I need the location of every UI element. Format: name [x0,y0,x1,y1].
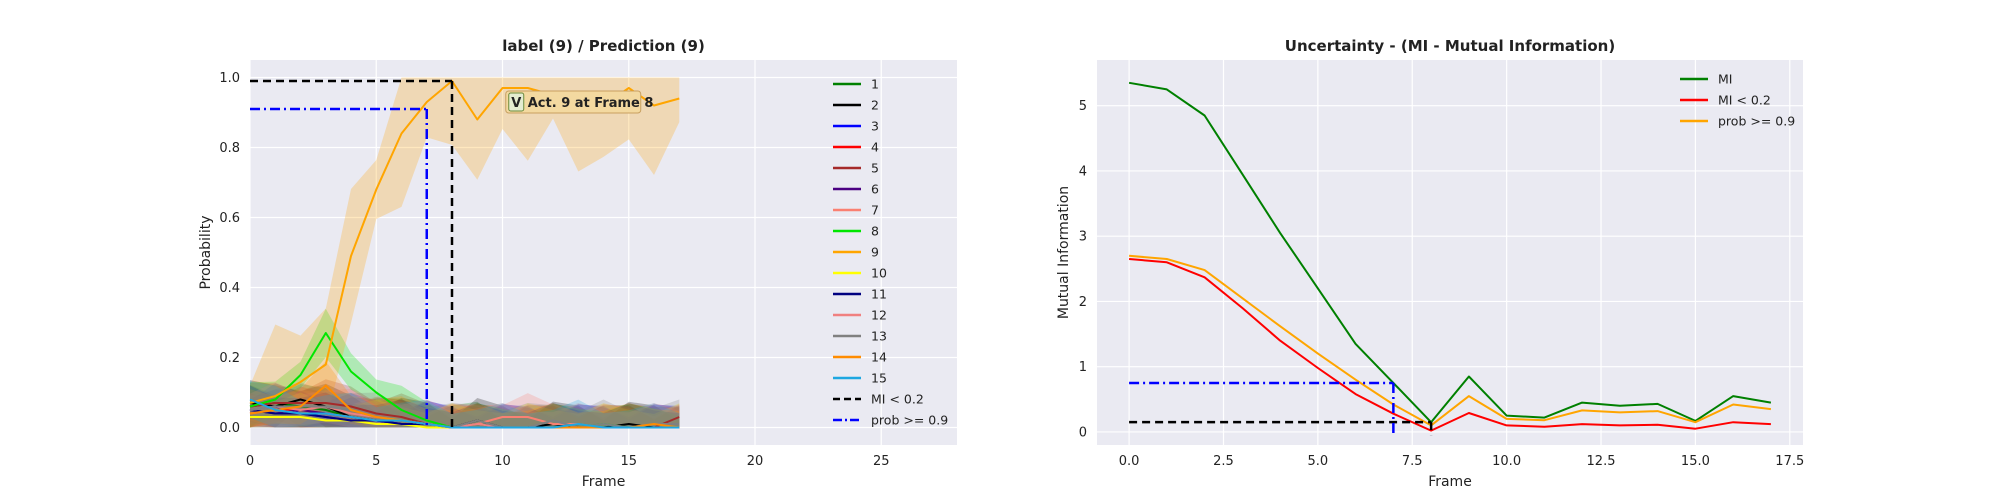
x-tick-label: 12.5 [1587,454,1616,469]
y-tick-label: 0.8 [219,141,240,156]
legend-label: prob >= 0.9 [871,413,948,428]
line-series-MI [1128,81,1772,424]
x-tick-label: 15 [620,454,637,469]
y-tick-label: 2 [1079,295,1087,310]
legend-label: 1 [871,77,879,92]
legend-label: 2 [871,98,879,113]
x-axis-label: Frame [1428,474,1472,490]
x-axis-label: Frame [582,474,626,490]
line-series-MI < 0.2 [1129,258,1771,432]
x-tick-label: 5.0 [1308,454,1329,469]
chart-1: 0 5 10 15 20 250.00.20.40.60.81.0V Act. 9 at F… [198,37,957,490]
annotation-marker: V [511,96,521,111]
x-tick-label: 10.0 [1492,454,1521,469]
x-tick-label: 0 [246,454,254,469]
band-series-13 [250,382,680,428]
legend-label: 5 [871,161,879,176]
y-tick-label: 0 [1079,425,1087,440]
y-axis-label: Probability [198,215,214,289]
line-series-prob >= 0.9 [1129,254,1772,427]
y-tick-label: 3 [1079,230,1087,245]
legend-label: 4 [871,140,879,155]
y-tick-label: 0.2 [219,351,240,366]
y-tick-label: 0.4 [219,281,240,296]
band-series-12 [250,382,680,428]
y-tick-label: 0.0 [219,421,240,436]
x-tick-label: 10 [494,454,511,469]
x-tick-label: 2.5 [1213,454,1234,469]
legend-label: 3 [871,119,879,134]
x-tick-label: 17.5 [1775,454,1804,469]
y-tick-label: 1.0 [219,71,240,86]
x-tick-label: 25 [873,454,890,469]
legend-label: 9 [871,245,879,260]
legend-label: 8 [871,224,879,239]
x-tick-label: 0.0 [1119,454,1140,469]
legend: MI MI < 0.2 prob >= 0.9 [1680,72,1795,129]
band-series-2 [250,380,680,428]
y-tick-label: 0.6 [219,211,240,226]
band-series-15 [250,381,680,428]
band-series-8 [250,308,680,428]
legend-label: 15 [871,371,887,386]
annotation-marker-box [508,92,525,112]
legend-label: MI < 0.2 [1718,93,1771,108]
legend-label: 14 [871,350,887,365]
band-series-5 [250,379,680,428]
legend-label: 10 [871,266,887,281]
legend-label: 12 [871,308,887,323]
legend-label: 11 [871,287,887,302]
annotation-text: Act. 9 at Frame 8 [528,96,654,111]
x-tick-label: 7.5 [1402,454,1423,469]
legend-label: 6 [871,182,879,197]
y-axis-label: Mutual Information [1056,186,1072,319]
chart-title: label (9) / Prediction (9) [502,37,705,55]
legend-label: MI [1718,72,1732,87]
x-tick-label: 5 [372,454,380,469]
legend-label: prob >= 0.9 [1718,114,1795,129]
band-series-3 [250,383,680,428]
y-tick-label: 5 [1079,99,1087,114]
x-tick-label: 15.0 [1681,454,1710,469]
y-tick-label: 1 [1079,360,1087,375]
legend-label: 13 [871,329,887,344]
annotation-box [505,90,642,114]
legend-label: 7 [871,203,879,218]
chart-title: Uncertainty - (MI - Mutual Information) [1285,37,1615,55]
chart-2: 0.0 2.5 5.0 7.5 10.0 12.5 15.0 17.5 0 1 2 3 4 5 Uncert… [1056,37,1804,490]
x-tick-label: 20 [747,454,764,469]
line-series-15 [249,398,680,429]
legend-label: MI < 0.2 [871,392,924,407]
y-tick-label: 4 [1079,164,1087,179]
line-series-13 [249,405,680,429]
plot-area [1097,60,1803,445]
band-series-1 [250,384,680,428]
